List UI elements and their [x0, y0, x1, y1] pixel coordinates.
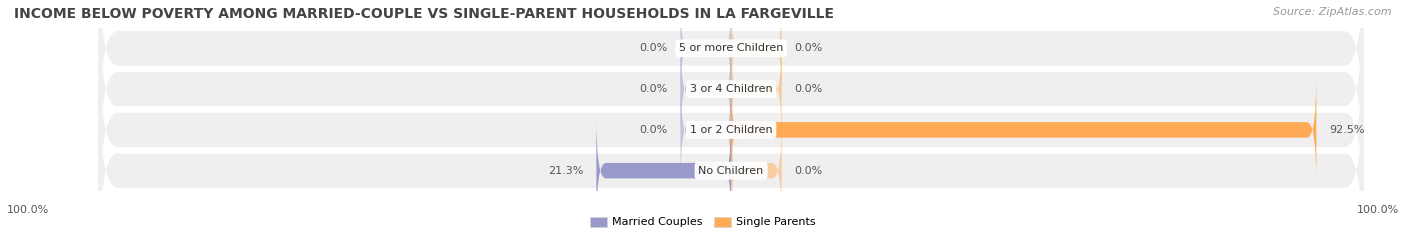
FancyBboxPatch shape — [681, 0, 731, 102]
FancyBboxPatch shape — [681, 36, 731, 143]
FancyBboxPatch shape — [731, 76, 1316, 183]
Text: INCOME BELOW POVERTY AMONG MARRIED-COUPLE VS SINGLE-PARENT HOUSEHOLDS IN LA FARG: INCOME BELOW POVERTY AMONG MARRIED-COUPL… — [14, 7, 834, 21]
Text: 0.0%: 0.0% — [640, 125, 668, 135]
Text: 100.0%: 100.0% — [7, 205, 49, 215]
FancyBboxPatch shape — [98, 65, 1364, 233]
FancyBboxPatch shape — [731, 0, 782, 102]
Text: 3 or 4 Children: 3 or 4 Children — [690, 84, 772, 94]
FancyBboxPatch shape — [596, 117, 731, 224]
Text: No Children: No Children — [699, 166, 763, 176]
Text: Source: ZipAtlas.com: Source: ZipAtlas.com — [1274, 7, 1392, 17]
FancyBboxPatch shape — [98, 25, 1364, 233]
FancyBboxPatch shape — [681, 76, 731, 183]
Text: 100.0%: 100.0% — [1357, 205, 1399, 215]
Text: 0.0%: 0.0% — [640, 43, 668, 53]
FancyBboxPatch shape — [731, 117, 782, 224]
FancyBboxPatch shape — [731, 36, 782, 143]
Text: 0.0%: 0.0% — [794, 166, 823, 176]
Text: 1 or 2 Children: 1 or 2 Children — [690, 125, 772, 135]
Text: 0.0%: 0.0% — [794, 43, 823, 53]
Legend: Married Couples, Single Parents: Married Couples, Single Parents — [591, 217, 815, 227]
Text: 5 or more Children: 5 or more Children — [679, 43, 783, 53]
FancyBboxPatch shape — [98, 0, 1364, 194]
Text: 92.5%: 92.5% — [1329, 125, 1364, 135]
FancyBboxPatch shape — [98, 0, 1364, 154]
Text: 21.3%: 21.3% — [548, 166, 583, 176]
Text: 0.0%: 0.0% — [640, 84, 668, 94]
Text: 0.0%: 0.0% — [794, 84, 823, 94]
